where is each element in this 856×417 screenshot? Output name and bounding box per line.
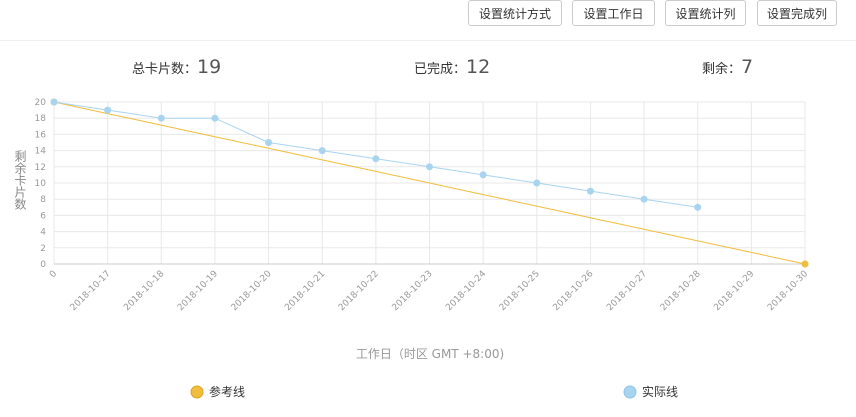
y-tick-label: 16 [35,130,47,140]
x-tick-label: 2018-10-27 [605,269,649,313]
x-tick-label: 2018-10-28 [659,269,703,313]
x-tick-label: 2018-10-18 [122,269,166,313]
x-tick-label: 0 [48,269,59,280]
point [533,179,541,187]
x-tick-label: 2018-10-30 [766,269,810,313]
point [640,195,648,203]
stat: 剩余：7 [702,56,753,78]
y-tick-label: 4 [40,228,46,238]
legend-marker [623,385,637,399]
y-tick-label: 6 [40,211,46,221]
y-tick-label: 10 [35,179,47,189]
point [479,171,487,179]
x-tick-label: 2018-10-23 [391,269,435,313]
stat-value: 19 [197,56,222,78]
y-tick-label: 0 [40,260,46,270]
point [157,114,165,122]
x-tick-label: 2018-10-24 [444,269,488,313]
point [211,114,219,122]
stat-label: 总卡片数： [132,62,198,77]
y-tick-label: 2 [40,244,46,254]
y-tick-label: 14 [35,147,47,157]
legend-label: 实际线 [642,384,678,399]
point [694,203,702,211]
legend-label: 参考线 [209,384,245,399]
x-tick-label: 2018-10-20 [230,269,274,313]
button[interactable]: 设置工作日 [572,0,655,26]
x-tick-label: 2018-10-19 [176,269,220,313]
stat-value: 7 [741,56,754,78]
y-tick-label: 18 [35,114,47,124]
y-axis-label: 剩余卡片数 [13,150,27,210]
button[interactable]: 设置完成列 [757,0,837,26]
legend-marker [190,385,204,399]
x-tick-label: 2018-10-21 [283,269,327,313]
x-tick-label: 2018-10-29 [712,269,756,313]
point [426,163,433,171]
x-axis-label: 工作日（时区 GMT +8:00) [356,347,504,361]
x-tick-label: 2018-10-25 [498,269,542,313]
point [586,187,594,195]
stat-value: 12 [466,56,491,78]
button[interactable]: 设置统计方式 [468,0,562,26]
divider [0,40,856,41]
stat-label: 已完成： [414,62,467,77]
stat: 已完成：12 [414,56,490,78]
x-tick-label: 2018-10-17 [69,269,113,313]
x-tick-label: 2018-10-26 [551,269,595,313]
stat-label: 剩余： [702,62,742,77]
x-tick-label: 2018-10-22 [337,269,381,313]
point [50,98,58,106]
y-tick-label: 20 [35,98,47,108]
point [372,155,380,163]
button[interactable]: 设置统计列 [665,0,746,26]
series-line [53,101,806,265]
point [318,147,326,155]
y-tick-label: 12 [35,163,46,173]
point [104,106,112,114]
stat: 总卡片数：19 [132,56,221,78]
point [265,139,273,146]
y-tick-label: 8 [40,195,46,205]
point [801,260,809,268]
